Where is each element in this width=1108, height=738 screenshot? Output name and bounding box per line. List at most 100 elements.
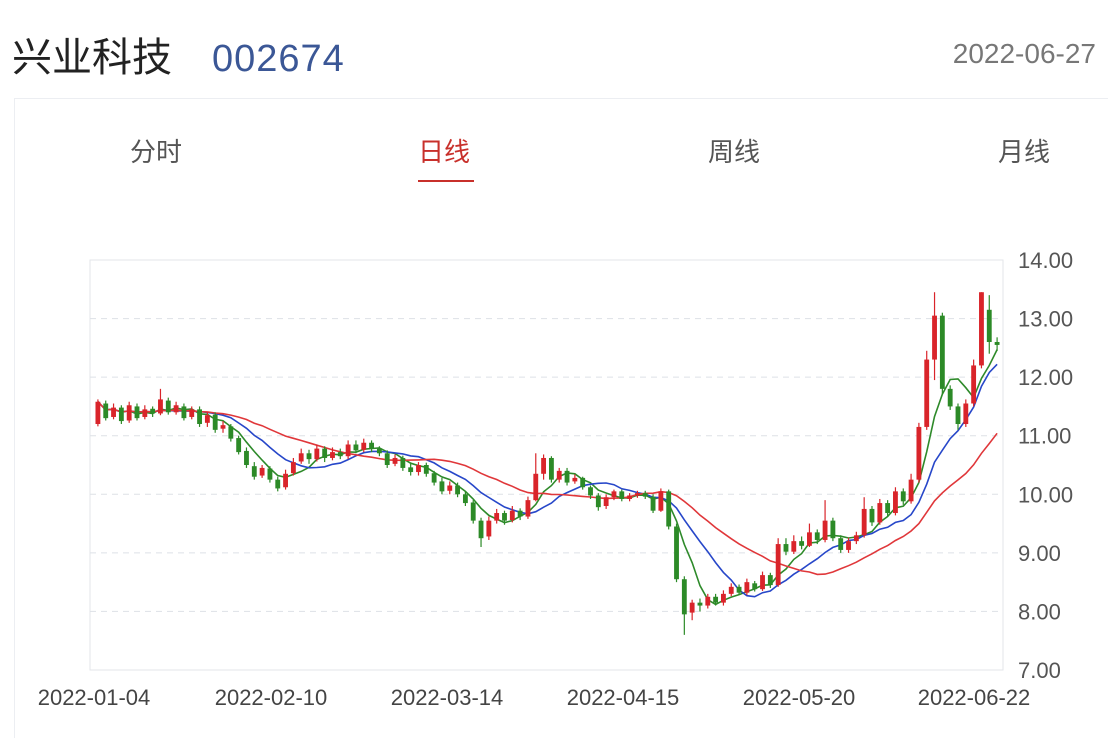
x-tick-label: 2022-03-14	[391, 685, 504, 710]
candle	[689, 599, 695, 621]
candle-body	[470, 502, 476, 521]
candle-body	[361, 442, 367, 450]
candle-body	[423, 465, 429, 474]
candle-body	[502, 513, 507, 521]
tab-monthly[interactable]: 月线	[998, 138, 1051, 168]
tab-weekly[interactable]: 周线	[708, 138, 761, 168]
candle	[517, 508, 523, 521]
candle-body	[314, 448, 320, 460]
candle-body	[556, 470, 562, 480]
candle	[721, 590, 726, 606]
candle-body	[814, 532, 820, 540]
candle-body	[783, 544, 789, 552]
candle	[791, 535, 797, 555]
candle	[963, 399, 969, 427]
candle-body	[189, 409, 195, 417]
candle	[588, 485, 593, 499]
candle-body	[572, 477, 578, 482]
candle	[103, 400, 109, 421]
x-tick-label: 2022-04-15	[567, 685, 680, 710]
candle	[283, 469, 288, 490]
candle	[979, 292, 984, 369]
candle-body	[611, 491, 617, 498]
candle	[384, 450, 390, 468]
y-tick-label: 9.00	[1018, 541, 1061, 566]
candle-body	[807, 532, 812, 546]
candle-body	[588, 487, 593, 496]
candle-body	[853, 535, 859, 542]
candle	[939, 312, 945, 395]
candle	[783, 538, 789, 556]
candle	[799, 536, 805, 550]
candle	[846, 537, 851, 553]
candle-body	[627, 495, 633, 499]
candle-body	[564, 470, 570, 483]
candle-body	[236, 438, 242, 453]
tab-daily[interactable]: 日线	[418, 138, 471, 168]
candle	[650, 494, 656, 514]
candle	[869, 506, 875, 526]
candle	[408, 463, 414, 476]
tab-intraday[interactable]: 分时	[130, 138, 183, 168]
y-tick-label: 8.00	[1018, 599, 1061, 624]
candle	[134, 403, 140, 421]
candle	[838, 535, 844, 553]
candle-body	[603, 497, 609, 506]
candle-body	[760, 575, 765, 590]
candle-body	[103, 403, 109, 419]
candle-body	[517, 510, 523, 517]
candle	[470, 500, 476, 524]
candle-body	[971, 365, 977, 404]
candle	[509, 506, 515, 523]
candle	[877, 498, 883, 525]
candle-body	[908, 479, 914, 502]
candle-body	[838, 538, 844, 550]
candle	[181, 403, 187, 421]
y-tick-label: 14.00	[1018, 248, 1073, 273]
candle-body	[462, 494, 468, 504]
candle	[423, 462, 429, 477]
candle-body	[861, 508, 867, 536]
candle	[580, 476, 586, 490]
candle-body	[478, 520, 484, 539]
candle	[204, 412, 210, 427]
candle	[290, 457, 296, 476]
candle-body	[650, 496, 656, 511]
candle-body	[158, 399, 163, 414]
candle-body	[447, 485, 453, 491]
candle-body	[369, 442, 374, 449]
candle	[322, 446, 328, 463]
candle	[752, 580, 758, 592]
candle-body	[728, 586, 734, 594]
candle	[126, 401, 132, 423]
candle-body	[322, 448, 328, 458]
candle	[369, 440, 374, 453]
candle-body	[830, 520, 836, 539]
candle-body	[869, 508, 875, 523]
candle-body	[509, 510, 515, 521]
candle	[447, 481, 453, 495]
candle	[681, 576, 687, 635]
candle	[251, 462, 257, 480]
candle-body	[681, 579, 687, 615]
candle-body	[142, 409, 148, 417]
y-tick-label: 10.00	[1018, 482, 1073, 507]
candle-body	[173, 405, 179, 413]
candle	[572, 474, 578, 484]
candle-body	[251, 466, 257, 477]
quote-date: 2022-06-27	[952, 38, 1096, 69]
candle-body	[689, 602, 695, 613]
candle-body	[283, 473, 288, 488]
candle	[150, 406, 156, 417]
y-tick-label: 11.00	[1018, 424, 1071, 449]
candle-body	[963, 403, 969, 424]
candle-body	[752, 583, 758, 590]
candle	[666, 489, 672, 530]
candle-body	[212, 414, 218, 430]
candle-body	[392, 457, 398, 464]
candle	[595, 493, 601, 511]
candle	[462, 491, 468, 506]
candle	[228, 424, 234, 442]
candle-body	[955, 406, 961, 424]
